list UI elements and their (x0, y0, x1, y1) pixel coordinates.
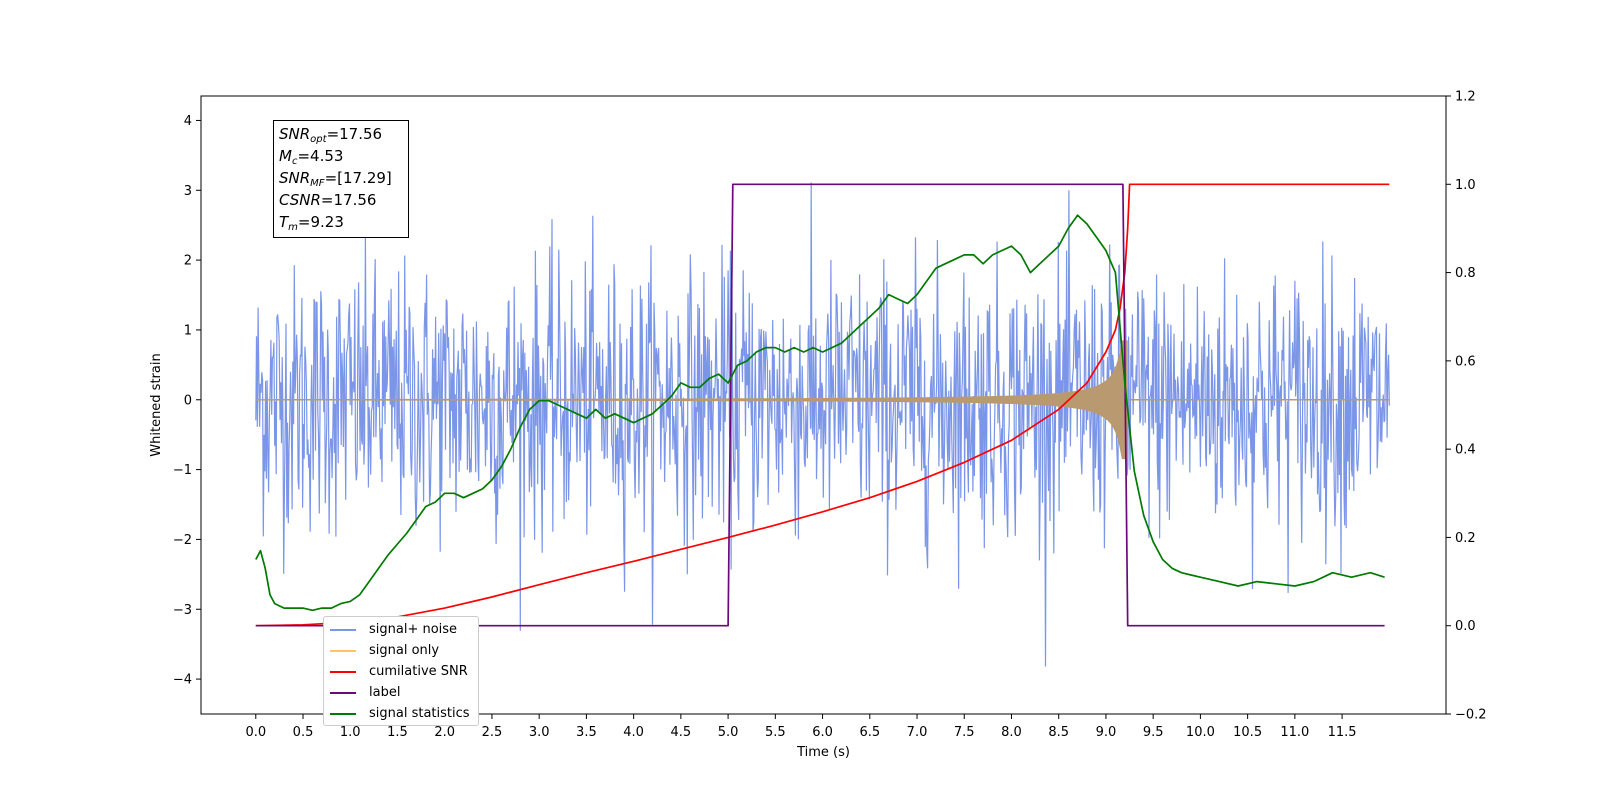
merger-time-row: Tm=9.23 (279, 211, 403, 233)
chirp-mass-subscript: c (291, 156, 298, 167)
x-tick-label: 6.5 (859, 725, 880, 740)
x-tick-label: 11.5 (1328, 725, 1357, 740)
chirp-mass-value: =4.53 (297, 147, 344, 165)
snr-mf-row: SNRMF=[17.29] (279, 167, 403, 189)
plot-frame (200, 95, 1447, 715)
chart-legend: signal+ noise signal only cumilative SNR la… (323, 616, 479, 726)
y-tick-label: 4 (184, 114, 192, 129)
x-tick-label: 10.5 (1233, 725, 1262, 740)
x-tick-label: 7.5 (954, 725, 975, 740)
x-axis-label: Time (s) (796, 745, 850, 760)
series-area-signal-only (255, 340, 1128, 460)
legend-item: signal+ noise (330, 619, 472, 640)
chirp-mass-row: Mc=4.53 (279, 145, 403, 167)
legend-label: signal only (369, 643, 440, 658)
y2-tick-label: 0.6 (1455, 354, 1476, 369)
merger-time-subscript: m (288, 222, 298, 233)
legend-swatch (330, 712, 356, 715)
snr-opt-symbol: SNR (279, 125, 311, 143)
x-tick-label: 7.0 (907, 725, 928, 740)
y2-tick-label: 1.0 (1455, 178, 1476, 193)
csnr-row: CSNR=17.56 (279, 189, 403, 211)
legend-swatch (330, 628, 356, 631)
y2-axis-ticks: −0.2 0.0 0.2 0.4 0.6 0.8 1.0 1.2 (1446, 90, 1487, 723)
y2-tick-label: 0.0 (1455, 619, 1476, 634)
snr-mf-subscript: MF (310, 178, 325, 189)
x-tick-label: 1.5 (387, 725, 408, 740)
x-tick-label: 4.5 (671, 725, 692, 740)
x-tick-label: 1.0 (340, 725, 361, 740)
y-tick-label: 3 (184, 184, 192, 199)
y2-tick-label: 0.2 (1455, 531, 1476, 546)
legend-swatch (330, 649, 356, 652)
legend-item: label (330, 682, 472, 703)
y-tick-label: −1 (173, 463, 192, 478)
x-tick-label: 3.0 (529, 725, 550, 740)
series-line-signal-statistics (255, 214, 1385, 612)
snr-opt-row: SNRopt=17.56 (279, 123, 403, 145)
snr-opt-subscript: opt (310, 134, 327, 145)
x-axis-ticks: 0.0 0.5 1.0 1.5 2.0 2.5 3.0 3.5 4.0 4.5 5.0 5.5 6.0 6… (245, 714, 1357, 740)
x-tick-label: 0.5 (293, 725, 314, 740)
signal-layer (255, 182, 1390, 667)
snr-mf-symbol: SNR (279, 169, 311, 187)
x-tick-label: 2.0 (434, 725, 455, 740)
x-tick-label: 11.0 (1280, 725, 1309, 740)
y2-tick-label: 0.8 (1455, 266, 1476, 281)
merger-time-symbol: T (279, 213, 289, 231)
stats-annotation-box: SNRopt=17.56 Mc=4.53 SNRMF=[17.29] CSNR=… (273, 120, 409, 238)
csnr-value: =17.56 (320, 191, 377, 209)
x-tick-label: 0.0 (245, 725, 266, 740)
chirp-mass-symbol: M (279, 147, 292, 165)
y2-tick-label: 0.4 (1455, 443, 1476, 458)
x-tick-label: 10.0 (1186, 725, 1215, 740)
y-tick-label: −4 (173, 673, 192, 688)
x-tick-label: 5.5 (765, 725, 786, 740)
legend-label: signal+ noise (369, 622, 458, 637)
snr-opt-value: =17.56 (326, 125, 383, 143)
legend-label: cumilative SNR (369, 664, 468, 679)
x-tick-label: 9.5 (1143, 725, 1164, 740)
y-axis-label: Whitened strain (149, 353, 164, 456)
legend-swatch (330, 670, 356, 673)
snr-mf-value: =[17.29] (324, 169, 392, 187)
merger-time-value: =9.23 (297, 213, 344, 231)
series-layer (255, 183, 1390, 627)
x-tick-label: 6.0 (812, 725, 833, 740)
y2-tick-label: −0.2 (1455, 708, 1487, 723)
y-tick-label: 2 (184, 254, 192, 269)
y-axis-ticks: −4 −3 −2 −1 0 1 2 3 4 (173, 114, 201, 688)
series-line-signal-noise (255, 182, 1390, 667)
legend-item: signal statistics (330, 703, 472, 724)
x-tick-label: 4.0 (623, 725, 644, 740)
x-tick-label: 2.5 (482, 725, 503, 740)
legend-item: cumilative SNR (330, 661, 472, 682)
csnr-symbol: CSNR (279, 191, 321, 209)
y-tick-label: −3 (173, 603, 192, 618)
x-tick-label: 8.0 (1001, 725, 1022, 740)
legend-label: label (369, 685, 401, 700)
y-tick-label: 0 (184, 393, 192, 408)
legend-swatch (330, 691, 356, 694)
x-tick-label: 5.0 (718, 725, 739, 740)
y-tick-label: −2 (173, 533, 192, 548)
y2-tick-label: 1.2 (1455, 90, 1476, 105)
y-tick-label: 1 (184, 323, 192, 338)
x-tick-label: 8.5 (1048, 725, 1069, 740)
x-tick-label: 3.5 (576, 725, 597, 740)
series-line-label (255, 183, 1385, 627)
x-tick-label: 9.0 (1096, 725, 1117, 740)
legend-item: signal only (330, 640, 472, 661)
legend-label: signal statistics (369, 706, 470, 721)
